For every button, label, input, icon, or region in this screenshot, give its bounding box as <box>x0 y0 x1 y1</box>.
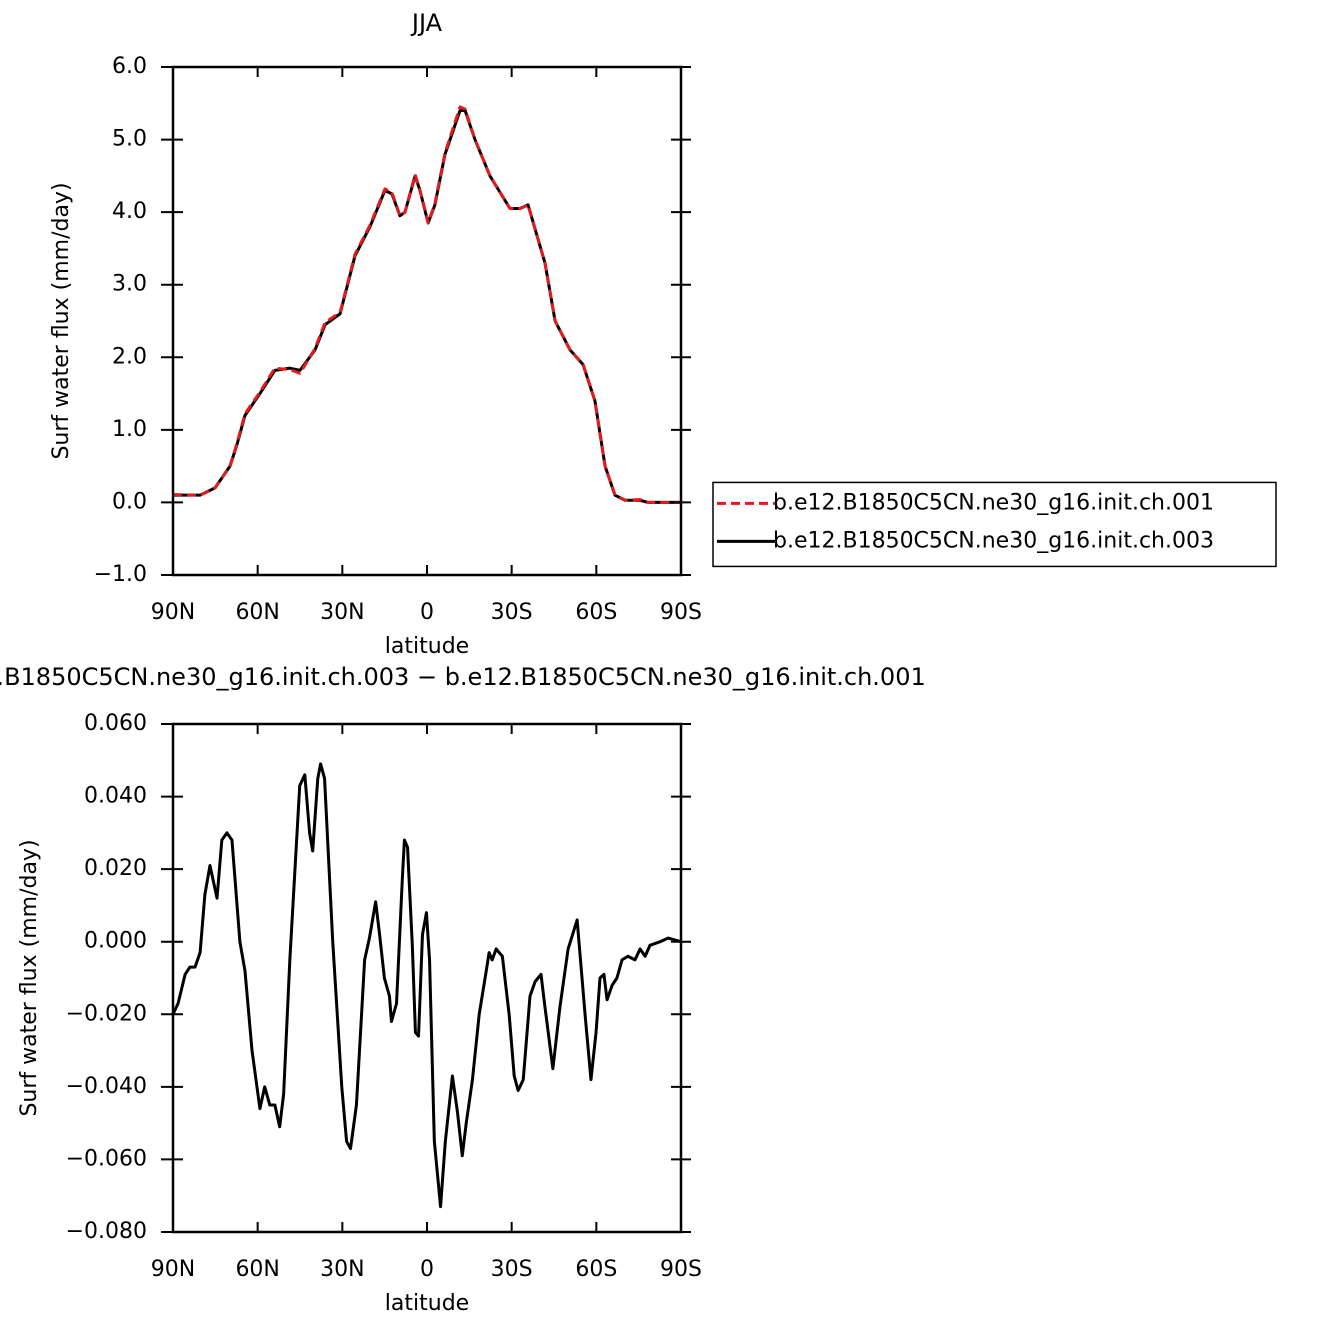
y-tick-label: 6.0 <box>112 54 147 79</box>
x-axis-label: latitude <box>385 634 469 659</box>
x-tick-label: 30S <box>491 1257 533 1282</box>
x-tick-label: 0 <box>420 600 434 625</box>
x-tick-label: 60S <box>575 1257 617 1282</box>
y-tick-label: 0.020 <box>84 856 147 881</box>
data-line <box>171 762 682 1209</box>
y-axis-label: Surf water flux (mm/day) <box>49 182 74 459</box>
y-axis-label: Surf water flux (mm/day) <box>17 839 42 1116</box>
legend-label: b.e12.B1850C5CN.ne30_g16.init.ch.003 <box>773 528 1214 553</box>
x-tick-label: 60S <box>575 600 617 625</box>
x-tick-label: 90S <box>660 600 702 625</box>
y-tick-label: 0.000 <box>84 929 147 954</box>
x-tick-label: 90S <box>660 1257 702 1282</box>
x-tick-label: 60N <box>235 1257 279 1282</box>
y-tick-label: 3.0 <box>112 272 147 297</box>
legend-label: b.e12.B1850C5CN.ne30_g16.init.ch.001 <box>773 490 1214 515</box>
x-tick-label: 30N <box>320 1257 364 1282</box>
y-tick-label: −0.060 <box>66 1146 147 1171</box>
y-tick-label: −0.080 <box>66 1219 147 1244</box>
y-tick-label: −1.0 <box>94 562 147 587</box>
y-tick-label: 2.0 <box>112 344 147 369</box>
chart-title: b.e12.B1850C5CN.ne30_g16.init.ch.003 − b… <box>0 663 926 691</box>
x-axis-label: latitude <box>385 1291 469 1316</box>
x-tick-label: 90N <box>151 600 195 625</box>
y-tick-label: −0.020 <box>66 1001 147 1026</box>
x-tick-label: 30S <box>491 600 533 625</box>
y-tick-label: 0.040 <box>84 784 147 809</box>
y-tick-label: 0.0 <box>112 489 147 514</box>
x-tick-label: 60N <box>235 600 279 625</box>
data-line <box>173 109 681 504</box>
data-line <box>172 105 681 504</box>
plot-frame <box>171 65 683 577</box>
y-tick-label: 4.0 <box>112 199 147 224</box>
legend-box <box>712 481 1277 568</box>
x-tick-label: 90N <box>151 1257 195 1282</box>
y-tick-label: −0.040 <box>66 1074 147 1099</box>
chart-title: JJA <box>410 9 443 37</box>
y-tick-label: 0.060 <box>84 711 147 736</box>
x-tick-label: 30N <box>320 600 364 625</box>
y-tick-label: 1.0 <box>112 417 147 442</box>
x-tick-label: 0 <box>420 1257 434 1282</box>
y-tick-label: 5.0 <box>112 127 147 152</box>
